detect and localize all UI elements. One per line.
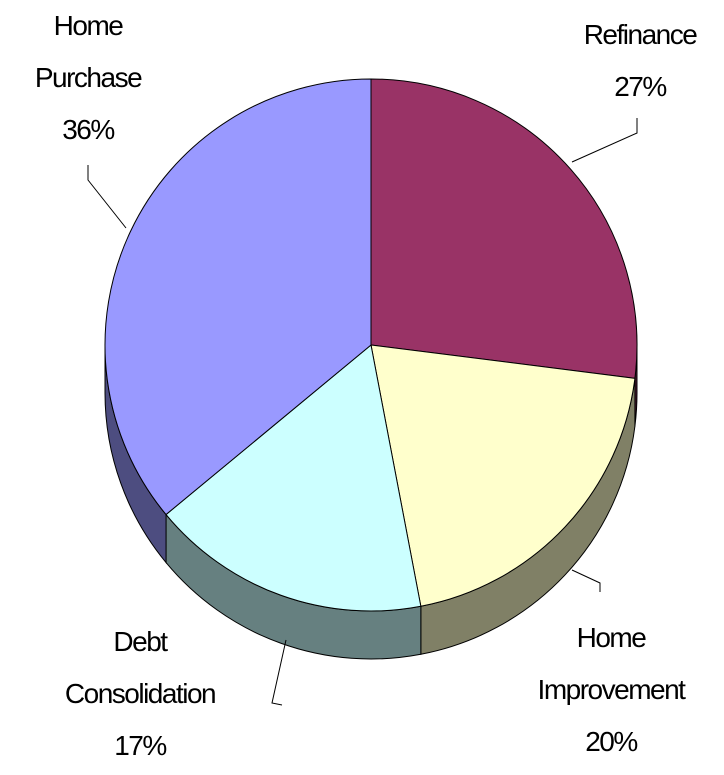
leader-line	[87, 165, 127, 229]
value-label: 27%	[614, 71, 667, 102]
value-label: 20%	[585, 726, 638, 757]
category-label: Refinance	[583, 19, 698, 50]
pie-tops	[104, 78, 638, 612]
pie-slice	[165, 344, 422, 612]
leader-line	[571, 118, 638, 163]
value-label: 36%	[62, 114, 115, 145]
pie-slice	[370, 344, 636, 607]
slice-label: Home Purchase 36%	[34, 0, 143, 156]
slice-label: Debt Consolidation 17%	[64, 616, 217, 772]
category-label: Debt Consolidation	[64, 626, 217, 709]
category-label: Home Improvement	[537, 622, 686, 705]
leader-line	[271, 639, 287, 706]
slice-label: Home Improvement 20%	[537, 612, 686, 768]
category-label: Home Purchase	[34, 10, 143, 93]
value-label: 17%	[114, 730, 167, 761]
pie-slice	[104, 78, 372, 516]
slice-label: Refinance 27%	[583, 9, 698, 113]
pie-slice	[370, 78, 638, 379]
leader-line	[571, 569, 601, 592]
